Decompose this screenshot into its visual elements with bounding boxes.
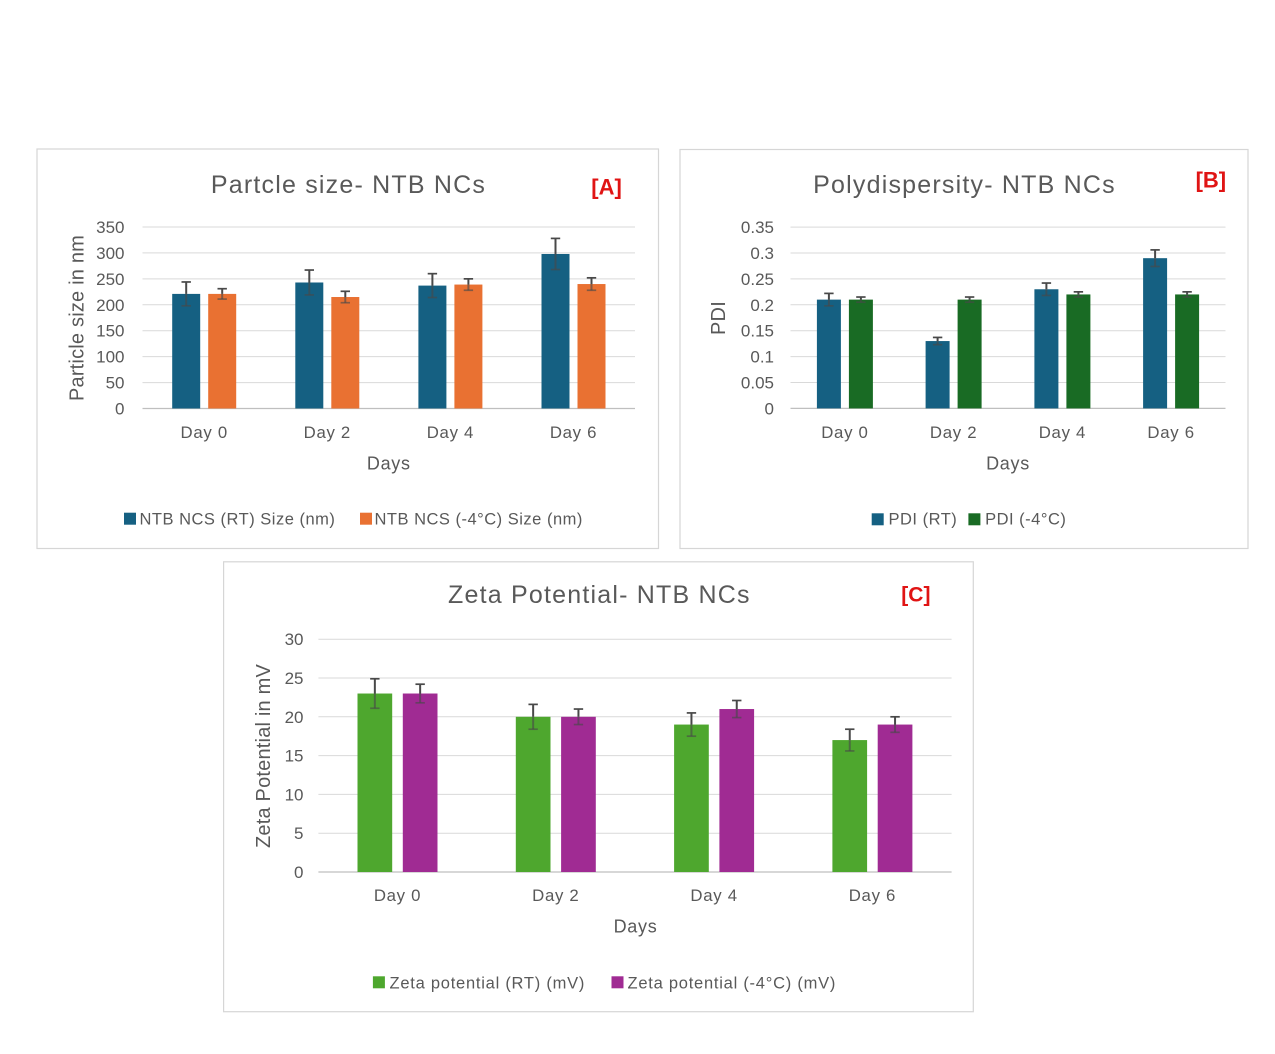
svg-text:Partcle size- NTB NCs: Partcle size- NTB NCs [211, 171, 486, 199]
svg-text:150: 150 [96, 322, 124, 341]
svg-text:Day 4: Day 4 [1039, 423, 1086, 442]
svg-text:25: 25 [285, 669, 304, 688]
svg-text:100: 100 [96, 348, 124, 367]
svg-text:0.2: 0.2 [750, 296, 774, 315]
svg-text:[C]: [C] [901, 584, 930, 607]
svg-text:PDI: PDI [708, 301, 730, 335]
svg-text:5: 5 [294, 824, 303, 843]
svg-text:0: 0 [115, 400, 124, 419]
svg-text:20: 20 [285, 708, 304, 727]
svg-text:NTB NCS (-4°C) Size (nm): NTB NCS (-4°C) Size (nm) [375, 510, 583, 528]
svg-text:Day 0: Day 0 [821, 423, 868, 442]
svg-text:Particle size in nm: Particle size in nm [67, 235, 89, 401]
svg-text:Days: Days [614, 917, 658, 937]
svg-text:Day 6: Day 6 [550, 423, 597, 442]
svg-text:0: 0 [294, 863, 303, 882]
svg-text:0.3: 0.3 [750, 244, 774, 263]
svg-text:15: 15 [285, 747, 304, 766]
svg-text:[B]: [B] [1196, 168, 1227, 193]
svg-text:[A]: [A] [591, 175, 622, 200]
svg-text:Days: Days [986, 454, 1030, 474]
svg-text:Day 4: Day 4 [690, 886, 737, 905]
svg-text:Day 2: Day 2 [304, 423, 351, 442]
svg-text:Zeta potential (RT) (mV): Zeta potential (RT) (mV) [390, 974, 586, 992]
svg-text:Polydispersity- NTB NCs: Polydispersity- NTB NCs [813, 171, 1116, 199]
svg-text:Day 2: Day 2 [930, 423, 977, 442]
svg-text:Day 2: Day 2 [532, 886, 579, 905]
svg-text:Zeta potential (-4°C) (mV): Zeta potential (-4°C) (mV) [628, 974, 837, 992]
svg-text:250: 250 [96, 270, 124, 289]
svg-text:Day 0: Day 0 [374, 886, 421, 905]
svg-text:0.15: 0.15 [741, 322, 774, 341]
svg-text:NTB NCS (RT) Size (nm): NTB NCS (RT) Size (nm) [140, 510, 336, 528]
svg-text:Day 6: Day 6 [1147, 423, 1194, 442]
svg-text:PDI (-4°C): PDI (-4°C) [985, 510, 1066, 528]
svg-text:30: 30 [285, 630, 304, 649]
svg-text:10: 10 [285, 785, 304, 804]
svg-text:0.25: 0.25 [741, 270, 774, 289]
svg-text:Day 6: Day 6 [849, 886, 896, 905]
svg-text:Zeta Potential in mV: Zeta Potential in mV [253, 663, 275, 848]
svg-text:0.35: 0.35 [741, 218, 774, 237]
svg-text:300: 300 [96, 244, 124, 263]
svg-text:Day 4: Day 4 [427, 423, 474, 442]
svg-text:Days: Days [367, 454, 411, 474]
svg-text:0.05: 0.05 [741, 374, 774, 393]
svg-text:50: 50 [106, 374, 125, 393]
svg-text:0.1: 0.1 [750, 348, 774, 367]
svg-text:Day 0: Day 0 [181, 423, 228, 442]
svg-text:Zeta Potential- NTB NCs: Zeta Potential- NTB NCs [448, 581, 751, 609]
svg-text:350: 350 [96, 218, 124, 237]
svg-text:200: 200 [96, 296, 124, 315]
svg-text:0: 0 [765, 399, 774, 418]
svg-text:PDI (RT): PDI (RT) [889, 510, 958, 528]
